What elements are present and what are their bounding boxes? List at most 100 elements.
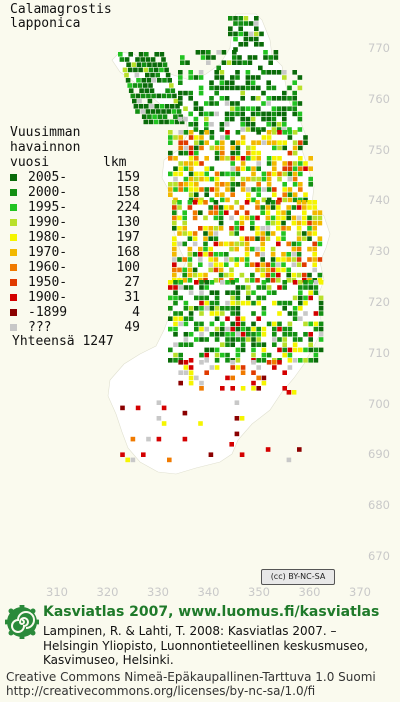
occurrence-square <box>203 231 208 236</box>
occurrence-square <box>260 252 265 257</box>
legend-row: 1980- 197 <box>10 230 140 245</box>
occurrence-square <box>177 215 182 221</box>
occurrence-square <box>261 111 266 117</box>
occurrence-square <box>230 116 235 122</box>
occurrence-square <box>256 187 261 192</box>
citation-line2: Helsingin Yliopisto, Luonnontieteellinen… <box>43 638 369 653</box>
occurrence-square <box>130 436 136 442</box>
occurrence-square <box>272 326 277 332</box>
occurrence-square <box>193 106 199 111</box>
occurrence-square <box>266 111 271 117</box>
occurrence-square <box>173 358 178 363</box>
occurrence-square <box>313 311 319 316</box>
occurrence-square <box>194 306 199 311</box>
occurrence-square <box>204 111 209 117</box>
occurrence-square <box>266 197 272 203</box>
x-tick-label: 340 <box>197 585 220 599</box>
occurrence-square <box>172 220 177 226</box>
occurrence-square <box>266 321 272 327</box>
occurrence-square <box>229 272 234 278</box>
occurrence-square <box>266 187 272 192</box>
occurrence-square <box>286 205 291 210</box>
occurrence-square <box>230 156 235 161</box>
occurrence-square <box>230 290 235 295</box>
occurrence-square <box>261 171 267 177</box>
occurrence-square <box>170 104 175 109</box>
license-line2[interactable]: http://creativecommons.org/licenses/by-n… <box>6 684 316 698</box>
occurrence-square <box>149 104 154 109</box>
legend-total-count: 1247 <box>82 334 114 349</box>
occurrence-square <box>235 365 241 370</box>
occurrence-square <box>173 197 178 203</box>
occurrence-square <box>209 187 215 192</box>
cc-license-badge[interactable]: (cc) BY-NC-SA <box>261 569 335 585</box>
occurrence-square <box>221 50 227 55</box>
occurrence-square <box>192 210 198 215</box>
occurrence-square <box>235 347 241 353</box>
occurrence-square <box>198 111 204 117</box>
legend-heading-line3: vuosi <box>10 155 50 170</box>
occurrence-square <box>206 50 211 55</box>
occurrence-square <box>282 386 287 391</box>
occurrence-square <box>303 347 308 353</box>
occurrence-square <box>281 231 286 236</box>
occurrence-square <box>297 75 303 80</box>
occurrence-square <box>260 210 265 215</box>
occurrence-square <box>183 370 189 375</box>
occurrence-square <box>265 236 271 241</box>
occurrence-square <box>248 36 254 42</box>
occurrence-square <box>198 252 203 257</box>
occurrence-square <box>318 326 324 332</box>
y-tick-label: 720 <box>368 295 390 309</box>
legend-swatch <box>10 249 17 256</box>
occurrence-square <box>272 130 277 135</box>
occurrence-square <box>282 145 287 151</box>
occurrence-square <box>282 300 287 306</box>
occurrence-square <box>256 365 261 370</box>
occurrence-square <box>138 67 143 73</box>
occurrence-square <box>178 70 183 75</box>
occurrence-square <box>251 380 256 386</box>
occurrence-square <box>219 75 225 80</box>
occurrence-square <box>276 236 281 241</box>
occurrence-square <box>229 257 234 262</box>
occurrence-square <box>177 205 182 210</box>
occurrence-square <box>256 326 261 332</box>
occurrence-square <box>298 300 303 306</box>
occurrence-square <box>292 145 298 151</box>
occurrence-square <box>220 150 225 156</box>
occurrence-square <box>254 21 259 26</box>
occurrence-square <box>209 135 215 140</box>
occurrence-square <box>213 231 219 236</box>
occurrence-square <box>235 352 241 358</box>
occurrence-square <box>148 67 154 73</box>
occurrence-square <box>203 272 208 278</box>
occurrence-square <box>216 50 221 55</box>
occurrence-square <box>211 55 216 60</box>
occurrence-square <box>173 332 178 337</box>
occurrence-square <box>277 337 282 342</box>
occurrence-square <box>287 161 293 166</box>
occurrence-square <box>183 161 189 166</box>
occurrence-square <box>287 135 293 140</box>
occurrence-square <box>230 187 235 192</box>
occurrence-square <box>198 75 204 80</box>
occurrence-square <box>265 200 271 205</box>
legend-count: 159 <box>116 170 140 185</box>
occurrence-square <box>166 93 172 99</box>
occurrence-square <box>302 236 307 241</box>
occurrence-square <box>260 236 265 241</box>
occurrence-square <box>240 370 246 375</box>
occurrence-square <box>276 215 281 221</box>
occurrence-square <box>282 96 287 101</box>
occurrence-square <box>251 347 256 353</box>
occurrence-square <box>168 130 173 135</box>
occurrence-square <box>188 311 194 316</box>
occurrence-square <box>172 262 177 267</box>
occurrence-square <box>220 171 225 177</box>
occurrence-square <box>261 116 266 122</box>
occurrence-square <box>230 145 235 151</box>
occurrence-square <box>286 252 291 257</box>
occurrence-square <box>239 236 245 241</box>
occurrence-square <box>148 119 154 125</box>
